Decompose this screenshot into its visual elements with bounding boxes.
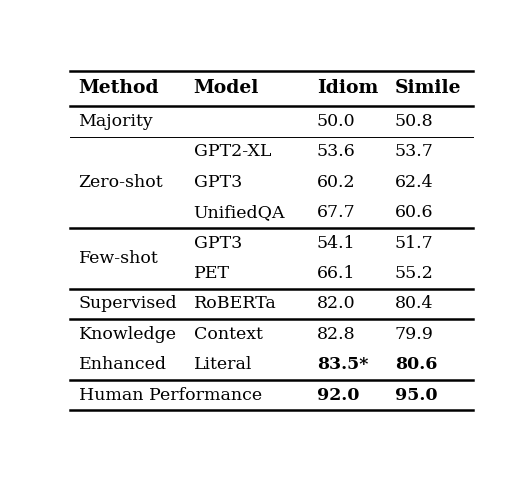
Text: RoBERTa: RoBERTa <box>193 295 276 312</box>
Text: UnifiedQA: UnifiedQA <box>193 204 285 221</box>
Text: 82.0: 82.0 <box>317 295 356 312</box>
Text: Few-shot: Few-shot <box>78 250 158 267</box>
Text: GPT3: GPT3 <box>193 235 242 252</box>
Text: 53.6: 53.6 <box>317 143 356 160</box>
Bar <box>70 140 190 164</box>
Text: PET: PET <box>193 265 229 282</box>
Text: 60.2: 60.2 <box>317 174 356 191</box>
Text: Idiom: Idiom <box>317 80 378 97</box>
Text: GPT2-XL: GPT2-XL <box>193 143 271 160</box>
Text: 51.7: 51.7 <box>395 235 434 252</box>
Text: Knowledge: Knowledge <box>78 326 176 343</box>
Text: Method: Method <box>78 80 159 97</box>
Text: 80.6: 80.6 <box>395 356 437 373</box>
Text: 83.5*: 83.5* <box>317 356 368 373</box>
Text: 50.8: 50.8 <box>395 113 434 130</box>
Text: Few-shot: Few-shot <box>78 235 158 252</box>
Text: Model: Model <box>193 80 259 97</box>
Text: 80.4: 80.4 <box>395 295 434 312</box>
Text: 55.2: 55.2 <box>395 265 434 282</box>
Text: 67.7: 67.7 <box>317 204 356 221</box>
Text: 53.7: 53.7 <box>395 143 434 160</box>
Bar <box>70 231 190 255</box>
Text: 79.9: 79.9 <box>395 326 434 343</box>
Text: Human Performance: Human Performance <box>78 387 262 404</box>
Text: 82.8: 82.8 <box>317 326 356 343</box>
Text: Zero-shot: Zero-shot <box>78 143 163 160</box>
Text: Literal: Literal <box>193 356 252 373</box>
Text: Supervised: Supervised <box>78 295 177 312</box>
Text: Context: Context <box>193 326 262 343</box>
Text: 95.0: 95.0 <box>395 387 437 404</box>
Text: 60.6: 60.6 <box>395 204 434 221</box>
Text: 50.0: 50.0 <box>317 113 356 130</box>
Text: 92.0: 92.0 <box>317 387 359 404</box>
Text: GPT3: GPT3 <box>193 174 242 191</box>
Text: Zero-shot: Zero-shot <box>78 174 163 191</box>
Text: 62.4: 62.4 <box>395 174 434 191</box>
Text: Simile: Simile <box>395 80 461 97</box>
Text: 66.1: 66.1 <box>317 265 355 282</box>
Text: Enhanced: Enhanced <box>78 356 166 373</box>
Text: Majority: Majority <box>78 113 153 130</box>
Text: 54.1: 54.1 <box>317 235 356 252</box>
